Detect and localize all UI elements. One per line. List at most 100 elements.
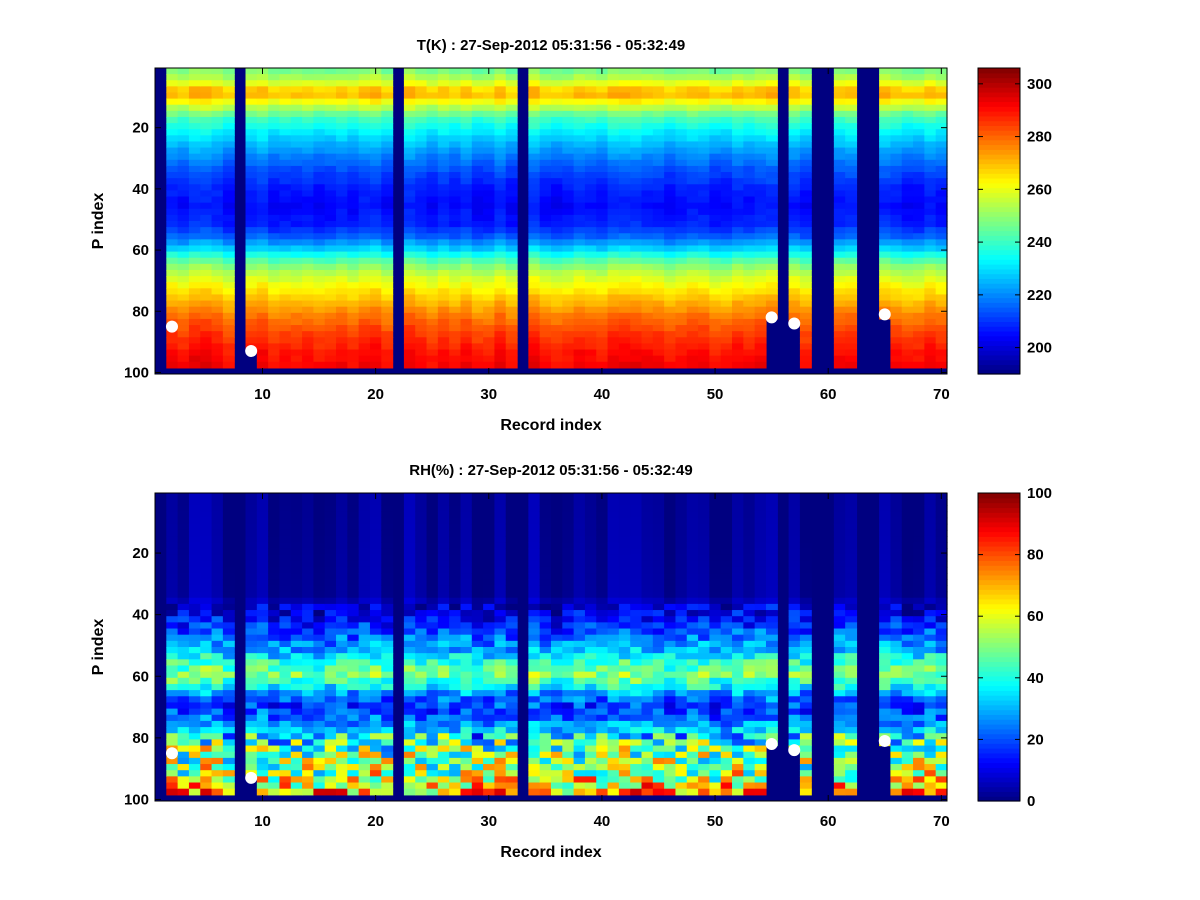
heatmap-cell — [630, 135, 643, 143]
heatmap-cell — [539, 499, 552, 506]
heatmap-cell — [630, 573, 643, 580]
heatmap-cell — [833, 178, 846, 185]
heatmap-cell — [200, 757, 213, 765]
heatmap-cell — [437, 542, 450, 550]
heatmap-cell — [539, 74, 552, 81]
heatmap-cell — [177, 554, 190, 562]
heatmap-cell — [415, 104, 428, 112]
heatmap-cell — [302, 628, 314, 636]
heatmap-cell — [426, 628, 439, 636]
heatmap-cell — [166, 190, 179, 198]
heatmap-cell — [596, 579, 609, 586]
heatmap-cell — [256, 776, 269, 784]
heatmap-cell — [732, 233, 744, 240]
heatmap-cell — [245, 597, 258, 605]
heatmap-cell — [381, 318, 394, 326]
heatmap-cell — [879, 288, 892, 296]
heatmap-cell — [630, 511, 643, 519]
heatmap-cell — [222, 560, 235, 568]
heatmap-cell — [279, 529, 292, 537]
heatmap-cell — [528, 269, 541, 277]
heatmap-cell — [268, 239, 281, 247]
heatmap-cell — [211, 622, 224, 630]
heatmap-cell — [460, 505, 473, 513]
heatmap-cell — [369, 776, 382, 784]
heatmap-cell — [290, 269, 303, 277]
heatmap-cell — [562, 585, 575, 593]
heatmap-cell — [901, 172, 914, 179]
heatmap-cell — [607, 548, 620, 556]
heatmap-cell — [901, 233, 914, 240]
heatmap-cell — [347, 591, 360, 599]
heatmap-cell — [494, 505, 507, 513]
heatmap-cell — [754, 343, 767, 351]
heatmap-cell — [268, 788, 281, 796]
heatmap-cell — [483, 782, 496, 790]
heatmap-cell — [743, 221, 756, 228]
heatmap-cell — [177, 499, 190, 506]
heatmap-cell — [302, 325, 314, 332]
heatmap-cell — [336, 548, 348, 556]
heatmap-cell — [302, 727, 314, 734]
heatmap-cell — [256, 554, 269, 562]
heatmap-cell — [551, 690, 563, 697]
heatmap-cell — [166, 239, 179, 247]
colorbar-segment — [978, 130, 1020, 136]
heatmap-cell — [426, 665, 439, 673]
heatmap-cell — [336, 616, 348, 623]
heatmap-cell — [347, 573, 360, 580]
heatmap-cell — [381, 325, 394, 332]
heatmap-cell — [471, 116, 484, 124]
heatmap-cell — [596, 720, 609, 728]
heatmap-cell — [562, 560, 575, 568]
heatmap-cell — [675, 288, 688, 296]
heatmap-cell — [460, 517, 473, 525]
heatmap-cell — [200, 493, 213, 500]
heatmap-cell — [551, 517, 563, 525]
heatmap-cell — [686, 325, 699, 332]
heatmap-cell — [302, 640, 314, 648]
heatmap-cell — [562, 727, 575, 734]
heatmap-cell — [607, 757, 620, 765]
heatmap-cell — [720, 165, 733, 173]
heatmap-cell — [698, 355, 710, 363]
heatmap-cell — [188, 585, 201, 593]
heatmap-cell — [222, 566, 235, 574]
heatmap-cell — [449, 690, 462, 697]
heatmap-cell — [596, 640, 609, 648]
heatmap-cell — [618, 269, 631, 277]
heatmap-cell — [675, 68, 688, 75]
heatmap-cell — [302, 671, 314, 679]
heatmap-cell — [618, 640, 631, 648]
heatmap-cell — [188, 349, 201, 357]
heatmap-cell — [188, 361, 201, 369]
heatmap-cell — [313, 355, 326, 363]
heatmap-cell — [641, 123, 654, 130]
heatmap-cell — [573, 300, 586, 308]
heatmap-cell — [709, 233, 722, 240]
heatmap-cell — [732, 98, 744, 106]
heatmap-cell — [324, 511, 337, 519]
heatmap-cell — [573, 245, 586, 253]
heatmap-cell — [494, 776, 507, 784]
heatmap-cell — [720, 104, 733, 112]
heatmap-cell — [358, 147, 371, 155]
heatmap-cell — [913, 104, 925, 112]
heatmap-cell — [437, 325, 450, 332]
heatmap-cell — [200, 349, 213, 357]
heatmap-cell — [596, 708, 609, 716]
heatmap-cell — [505, 597, 518, 605]
heatmap-cell — [913, 269, 925, 277]
heatmap-cell — [177, 263, 190, 271]
heatmap-cell — [279, 665, 292, 673]
heatmap-cell — [573, 554, 586, 562]
heatmap-cell — [833, 165, 846, 173]
heatmap-cell — [641, 306, 654, 314]
heatmap-cell — [166, 306, 179, 314]
heatmap-cell — [313, 68, 326, 75]
heatmap-cell — [551, 294, 563, 302]
heatmap-cell — [584, 141, 597, 149]
heatmap-cell — [347, 659, 360, 667]
heatmap-cell — [437, 86, 450, 94]
heatmap-cell — [290, 671, 303, 679]
